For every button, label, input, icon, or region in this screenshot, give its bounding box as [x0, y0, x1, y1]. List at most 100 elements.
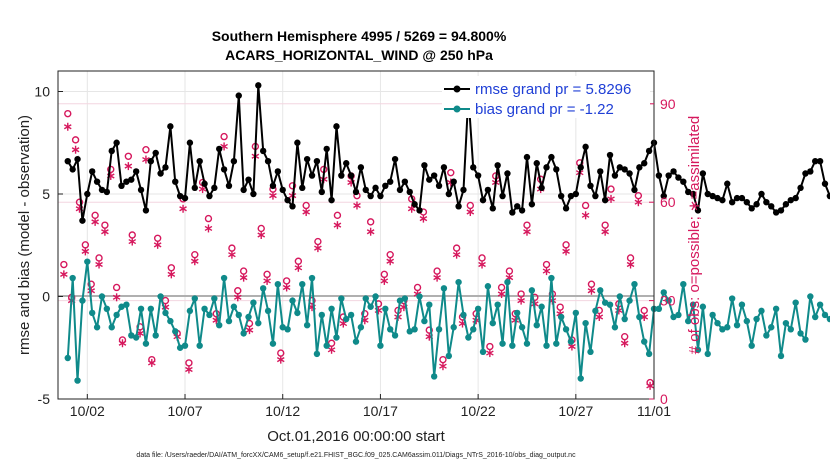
rmse-point-87: [489, 205, 496, 212]
rmse-point-25: [186, 139, 194, 146]
obs-possible-point-58: [413, 283, 422, 292]
rmse-point-18: [152, 149, 159, 157]
bias-point-113: [616, 293, 624, 300]
obs-possible-point-34: [257, 224, 265, 233]
rmse-point-147: [782, 201, 790, 208]
obs-assimilated-point-91: [626, 260, 635, 269]
rmse-point-29: [206, 192, 213, 200]
rmse-point-86: [484, 186, 492, 194]
rmse-point-94: [523, 153, 531, 161]
rmse-point-83: [470, 164, 477, 171]
obs-assimilated-point-5: [81, 247, 90, 256]
rmse-point-106: [582, 143, 589, 151]
obs-assimilated-stroke-5-2: [81, 248, 90, 255]
bias-point-130: [699, 303, 707, 310]
y-left-tick-label-0: 10: [34, 84, 50, 100]
obs-assimilated-point-94: [646, 381, 654, 390]
rmse-point-0: [64, 158, 71, 165]
rmse-point-21: [167, 123, 174, 130]
bias-point-145: [772, 305, 780, 312]
rmse-point-153: [812, 158, 819, 165]
obs-assimilated-stroke-24-2: [190, 258, 199, 264]
obs-assimilated-point-78: [542, 267, 551, 276]
rmse-point-116: [631, 186, 638, 194]
obs-assimilated-stroke-47-2: [339, 320, 348, 327]
bias-point-72: [416, 293, 423, 300]
bias-point-60: [357, 324, 365, 331]
obs-assimilated-stroke-94-2: [646, 383, 654, 389]
obs-possible-point-24: [191, 250, 199, 259]
rmse-point-149: [792, 194, 799, 202]
rmse-point-22: [172, 178, 179, 185]
obs-assimilated-point-8: [95, 260, 103, 269]
rmse-point-24: [181, 194, 189, 202]
bias-point-153: [812, 313, 819, 321]
bias-point-125: [675, 311, 682, 319]
obs-assimilated-stroke-53-2: [380, 278, 389, 284]
plot-frame: [57, 70, 655, 400]
bias-point-19: [157, 293, 164, 300]
rmse-point-84: [474, 172, 482, 179]
rmse-point-117: [636, 164, 643, 171]
bias-point-11: [118, 303, 125, 310]
obs-assimilated-point-81: [562, 247, 570, 256]
obs-assimilated-stroke-38-2: [282, 284, 291, 291]
obs-assimilated-point-87: [601, 227, 609, 236]
obs-assimilated-point-62: [439, 362, 447, 371]
bias-point-8: [103, 305, 111, 312]
bias-point-151: [802, 336, 809, 343]
bias-point-143: [763, 332, 770, 339]
obs-assimilated-point-20: [167, 270, 176, 279]
obs-assimilated-stroke-25-2: [198, 186, 207, 192]
rmse-point-110: [601, 196, 609, 204]
obs-possible-point-91: [626, 254, 635, 262]
bias-point-94: [523, 340, 531, 347]
obs-assimilated-point-66: [466, 208, 475, 217]
obs-assimilated-point-41: [302, 208, 310, 217]
obs-assimilated-stroke-0-2: [60, 271, 68, 277]
rmse-point-13: [128, 176, 135, 183]
bias-point-109: [597, 287, 604, 294]
obs-assimilated-point-29: [228, 250, 236, 259]
rmse-point-141: [753, 201, 760, 208]
rmse-point-16: [142, 207, 150, 214]
bias-point-156: [826, 315, 830, 323]
rmse-point-20: [162, 164, 169, 171]
bias-point-27: [196, 342, 203, 349]
rmse-point-41: [264, 158, 272, 165]
obs-assimilated-stroke-88-2: [607, 196, 615, 202]
bias-point-34: [230, 303, 238, 310]
rmse-point-2: [74, 155, 81, 163]
obs-assimilated-stroke-49-2: [353, 202, 361, 209]
y-axis-right-ticks: 90 60 30 0: [649, 96, 676, 407]
obs-possible-point-35: [263, 270, 271, 279]
bias-point-146: [777, 352, 785, 360]
rmse-point-111: [606, 151, 614, 159]
rmse-point-44: [279, 186, 286, 194]
rmse-point-52: [318, 188, 326, 196]
rmse-point-4: [84, 190, 91, 198]
obs-assimilated-point-86: [595, 313, 604, 321]
rmse-point-1: [69, 166, 76, 173]
obs-assimilated-stroke-59-2: [419, 215, 428, 222]
rmse-point-57: [343, 160, 350, 167]
obs-assimilated-point-90: [620, 339, 629, 348]
rmse-point-42: [269, 182, 277, 189]
bias-point-23: [176, 344, 184, 351]
bias-point-154: [816, 301, 824, 308]
bias-point-35: [235, 311, 242, 319]
obs-assimilated-point-69: [486, 349, 494, 358]
rmse-point-97: [538, 184, 545, 192]
obs-assimilated-stroke-8-2: [95, 261, 103, 268]
rmse-point-119: [645, 147, 653, 155]
obs-assimilated-stroke-9-2: [101, 229, 109, 235]
obs-possible-point-18: [153, 234, 162, 242]
rmse-point-69: [401, 178, 409, 185]
bias-point-93: [518, 324, 526, 331]
bias-point-102: [562, 326, 570, 333]
obs-possible-point-13: [124, 152, 133, 160]
obs-assimilated-point-18: [153, 240, 162, 249]
y-left-tick-label-2: 0: [42, 289, 50, 305]
bias-point-59: [352, 338, 360, 345]
x-tick-label-6: 11/01: [637, 403, 671, 419]
